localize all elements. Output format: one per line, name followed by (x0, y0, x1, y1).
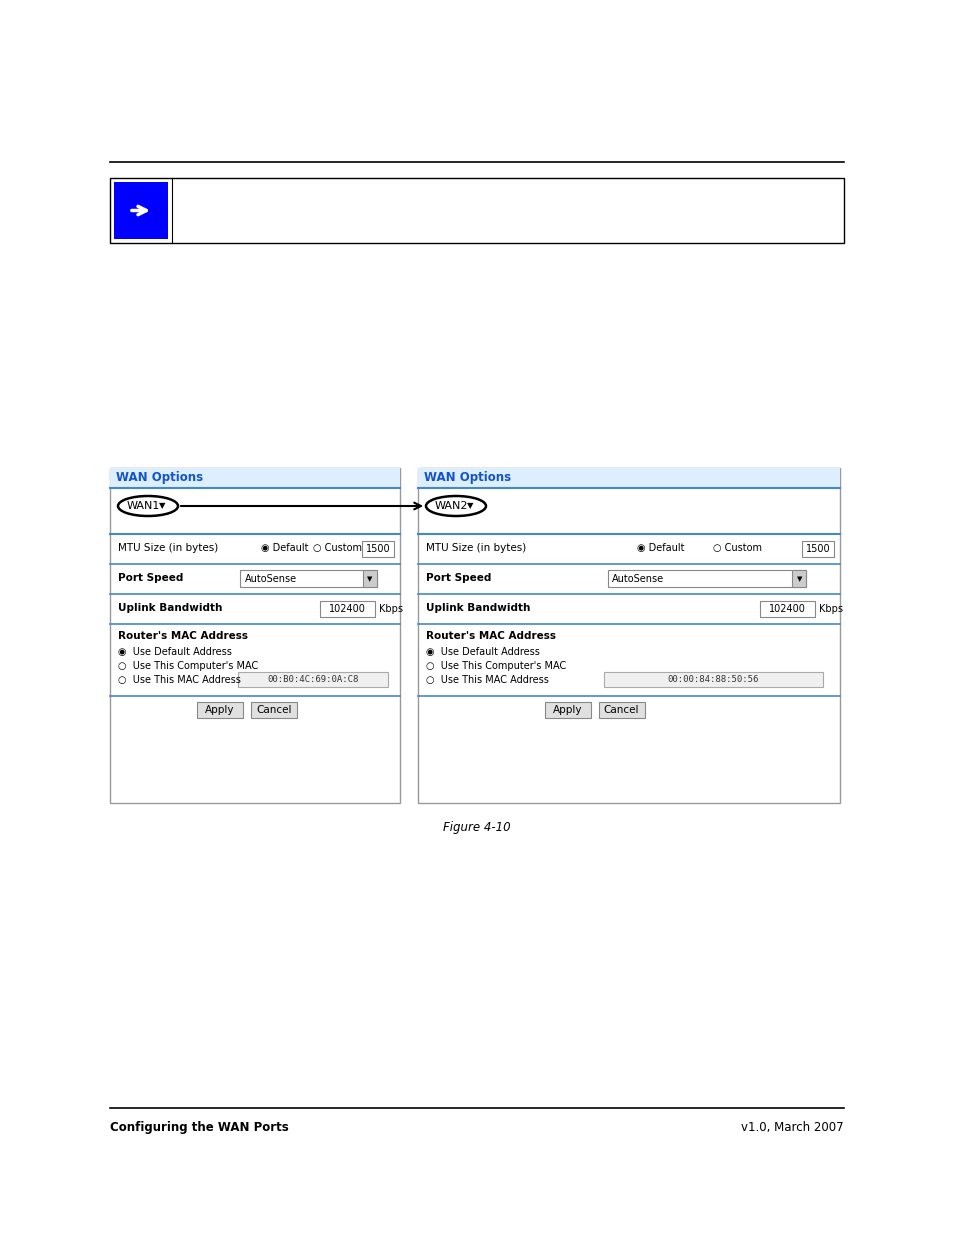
Text: Port Speed: Port Speed (426, 573, 491, 583)
FancyBboxPatch shape (251, 701, 296, 718)
FancyBboxPatch shape (110, 178, 843, 243)
Text: Router's MAC Address: Router's MAC Address (426, 631, 556, 641)
FancyBboxPatch shape (362, 571, 376, 587)
FancyBboxPatch shape (544, 701, 590, 718)
FancyBboxPatch shape (760, 601, 814, 618)
Text: 102400: 102400 (768, 604, 805, 614)
Text: 102400: 102400 (329, 604, 366, 614)
Text: ○  Use This MAC Address: ○ Use This MAC Address (118, 676, 240, 685)
FancyBboxPatch shape (113, 182, 168, 240)
Text: ○  Use This Computer's MAC: ○ Use This Computer's MAC (426, 661, 566, 671)
Text: WAN2: WAN2 (434, 501, 467, 511)
Text: WAN1: WAN1 (126, 501, 159, 511)
Text: 00:00:84:88:50:56: 00:00:84:88:50:56 (667, 676, 759, 684)
Text: ○  Use This Computer's MAC: ○ Use This Computer's MAC (118, 661, 258, 671)
Text: WAN Options: WAN Options (423, 472, 511, 484)
FancyBboxPatch shape (417, 468, 840, 803)
FancyBboxPatch shape (607, 571, 805, 587)
Text: 1500: 1500 (365, 543, 390, 555)
Text: Kbps: Kbps (378, 604, 402, 614)
FancyBboxPatch shape (110, 468, 399, 488)
Text: ▼: ▼ (796, 576, 801, 582)
Text: MTU Size (in bytes): MTU Size (in bytes) (118, 543, 218, 553)
Text: Uplink Bandwidth: Uplink Bandwidth (426, 603, 530, 613)
Text: Figure 4-10: Figure 4-10 (443, 821, 510, 835)
Text: MTU Size (in bytes): MTU Size (in bytes) (426, 543, 526, 553)
Text: Port Speed: Port Speed (118, 573, 183, 583)
Text: ◉ Default: ◉ Default (260, 543, 308, 553)
Text: ◉  Use Default Address: ◉ Use Default Address (426, 647, 539, 657)
Text: Cancel: Cancel (256, 705, 292, 715)
Text: Cancel: Cancel (603, 705, 639, 715)
FancyBboxPatch shape (801, 541, 833, 557)
Text: ◉ Default: ◉ Default (637, 543, 684, 553)
Text: 00:B0:4C:69:0A:C8: 00:B0:4C:69:0A:C8 (267, 676, 358, 684)
Text: Apply: Apply (205, 705, 234, 715)
Text: Kbps: Kbps (818, 604, 842, 614)
Text: WAN Options: WAN Options (116, 472, 203, 484)
FancyBboxPatch shape (110, 468, 399, 803)
FancyBboxPatch shape (237, 672, 388, 687)
Text: ○ Custom: ○ Custom (713, 543, 761, 553)
Text: ○  Use This MAC Address: ○ Use This MAC Address (426, 676, 548, 685)
Text: 1500: 1500 (805, 543, 829, 555)
FancyBboxPatch shape (791, 571, 805, 587)
Text: Router's MAC Address: Router's MAC Address (118, 631, 248, 641)
FancyBboxPatch shape (361, 541, 394, 557)
Text: AutoSense: AutoSense (244, 574, 296, 584)
FancyBboxPatch shape (603, 672, 822, 687)
Text: ○ Custom: ○ Custom (313, 543, 361, 553)
Text: ◉  Use Default Address: ◉ Use Default Address (118, 647, 232, 657)
Ellipse shape (118, 496, 178, 516)
Text: ▼: ▼ (466, 501, 473, 510)
FancyBboxPatch shape (598, 701, 644, 718)
Text: v1.0, March 2007: v1.0, March 2007 (740, 1121, 843, 1135)
FancyBboxPatch shape (240, 571, 376, 587)
Text: AutoSense: AutoSense (611, 574, 663, 584)
Text: Configuring the WAN Ports: Configuring the WAN Ports (110, 1121, 289, 1135)
Text: ▼: ▼ (367, 576, 372, 582)
FancyBboxPatch shape (417, 468, 840, 488)
Ellipse shape (426, 496, 485, 516)
FancyBboxPatch shape (196, 701, 243, 718)
Text: ▼: ▼ (158, 501, 165, 510)
Text: Apply: Apply (553, 705, 581, 715)
FancyBboxPatch shape (319, 601, 375, 618)
Text: Uplink Bandwidth: Uplink Bandwidth (118, 603, 222, 613)
